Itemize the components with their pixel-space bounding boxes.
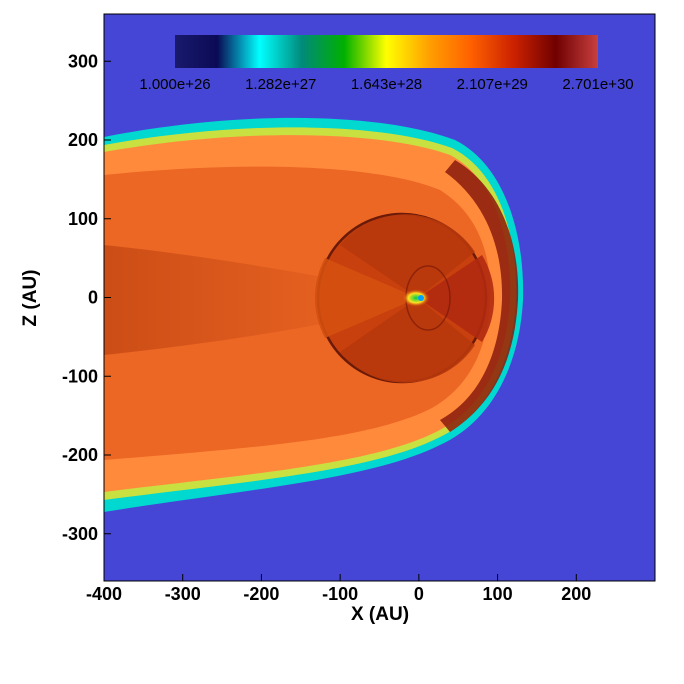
y-tick-label: 100 [68, 209, 98, 229]
wedge-lower [340, 298, 475, 383]
colorbar-labels: 1.000e+26 1.282e+27 1.643e+28 2.107e+29 2.70… [139, 76, 633, 93]
x-tick-label: -200 [243, 584, 279, 604]
x-axis-ticks: -400 -300 -200 -100 0 100 200 [86, 574, 591, 604]
center-source [402, 289, 430, 307]
y-axis-title: Z (AU) [20, 270, 41, 327]
heatmap-field [104, 117, 524, 512]
colorbar-tick-label: 1.643e+28 [351, 76, 422, 93]
nose-rim [440, 160, 519, 432]
y-tick-label: 0 [88, 288, 98, 308]
wedge-upper [340, 214, 475, 298]
y-tick-label: 200 [68, 130, 98, 150]
x-tick-label: -400 [86, 584, 122, 604]
x-axis-title: X (AU) [351, 604, 409, 625]
y-axis-ticks: -300 -200 -100 0 100 200 300 [62, 51, 111, 544]
tail-band [104, 245, 390, 355]
y-tick-label: -300 [62, 524, 98, 544]
x-tick-label: 100 [483, 584, 513, 604]
colorbar-tick-label: 1.000e+26 [139, 76, 210, 93]
wedge-right [418, 255, 495, 342]
colorbar [175, 35, 598, 68]
colorbar-tick-label: 1.282e+27 [245, 76, 316, 93]
x-tick-label: -100 [322, 584, 358, 604]
x-tick-label: 200 [561, 584, 591, 604]
x-tick-label: 0 [414, 584, 424, 604]
colorbar-tick-label: 2.701e+30 [562, 76, 633, 93]
y-tick-label: 300 [68, 51, 98, 71]
wedge-left [314, 258, 418, 338]
x-tick-label: -300 [165, 584, 201, 604]
center-dot [418, 295, 424, 301]
y-tick-label: -200 [62, 445, 98, 465]
colorbar-tick-label: 2.107e+29 [457, 76, 528, 93]
y-tick-label: -100 [62, 366, 98, 386]
